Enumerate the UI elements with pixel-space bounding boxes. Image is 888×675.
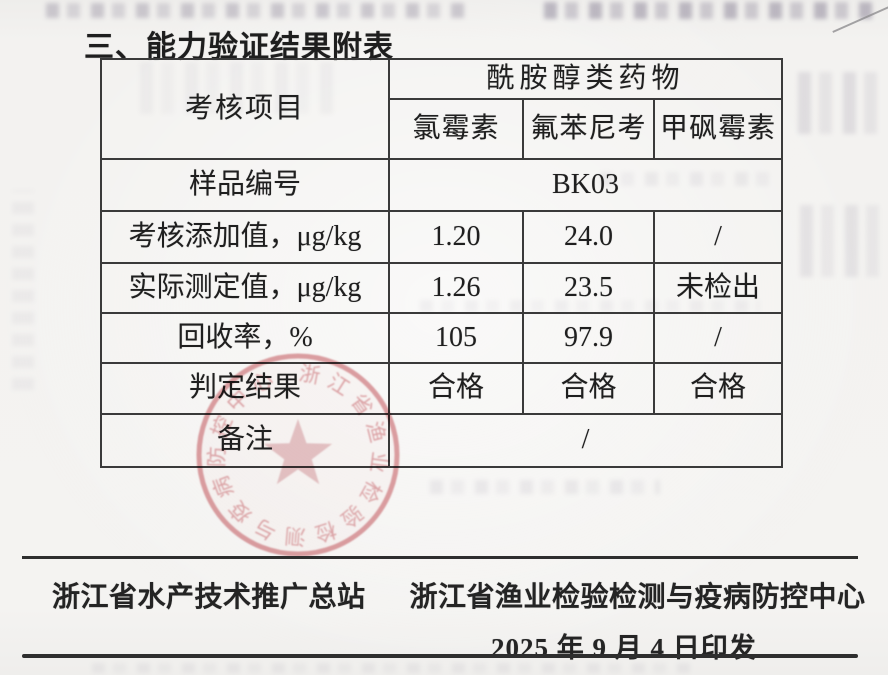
cell-value: 合格 [522,362,655,415]
table-row: 样品编号 BK03 [100,158,784,212]
scan-crease-line [832,5,888,33]
table-row: 备注 / [100,413,784,468]
bleedthrough-artifact [798,72,880,134]
cell-value: 未检出 [652,262,784,314]
cell-sample-id: BK03 [387,158,784,212]
bleedthrough-artifact [46,3,466,18]
column-header-chloramphenicol: 氯霉素 [388,98,524,160]
cell-remarks: / [387,413,784,468]
row-label-spiked-value: 考核添加值，μg/kg [100,210,390,264]
cell-value: 105 [388,312,524,364]
bleedthrough-artifact [544,2,874,19]
cell-value: 合格 [388,362,524,415]
bleedthrough-artifact [430,480,660,494]
table-row: 回收率，% 105 97.9 / [100,312,784,364]
results-table: 考核项目 酰胺醇类药物 氯霉素 氟苯尼考 甲砜霉素 样品编号 BK03 考核添加… [100,58,784,468]
cell-value: 1.26 [388,262,524,314]
column-header-thiamphenicol: 甲砜霉素 [652,98,784,160]
org-name-right: 浙江省渔业检验检测与疫病防控中心 [409,582,866,613]
bleedthrough-artifact [800,205,880,277]
row-label-measured-value: 实际测定值，μg/kg [100,262,390,314]
footer-divider-top [22,556,858,559]
cell-value: 1.20 [388,210,524,264]
row-label-remarks: 备注 [100,413,390,468]
footer-organizations: 浙江省水产技术推广总站 浙江省渔业检验检测与疫病防控中心 [52,575,865,615]
table-row: 考核添加值，μg/kg 1.20 24.0 / [100,210,784,264]
cell-value: 23.5 [522,262,655,314]
issue-date: 2025 年 9 月 4 日印发 [491,633,757,663]
cell-value: 合格 [652,362,784,415]
row-label-recovery-rate: 回收率，% [100,312,390,364]
drug-group-header: 酰胺醇类药物 [387,58,784,100]
footer-divider-bottom [22,654,858,658]
row-label-sample-id: 样品编号 [100,158,390,212]
bleedthrough-artifact [12,190,34,390]
cell-value: 97.9 [522,312,655,364]
cell-value: / [652,312,784,364]
column-header-florfenicol: 氟苯尼考 [522,98,655,160]
table-row: 判定结果 合格 合格 合格 [100,362,784,415]
row-label-judgement: 判定结果 [100,362,390,415]
cell-value: 24.0 [522,210,655,264]
org-name-left: 浙江省水产技术推广总站 [52,582,366,613]
table-row: 实际测定值，μg/kg 1.26 23.5 未检出 [100,262,784,314]
cell-value: / [652,210,784,264]
table-corner-header: 考核项目 [100,58,390,160]
